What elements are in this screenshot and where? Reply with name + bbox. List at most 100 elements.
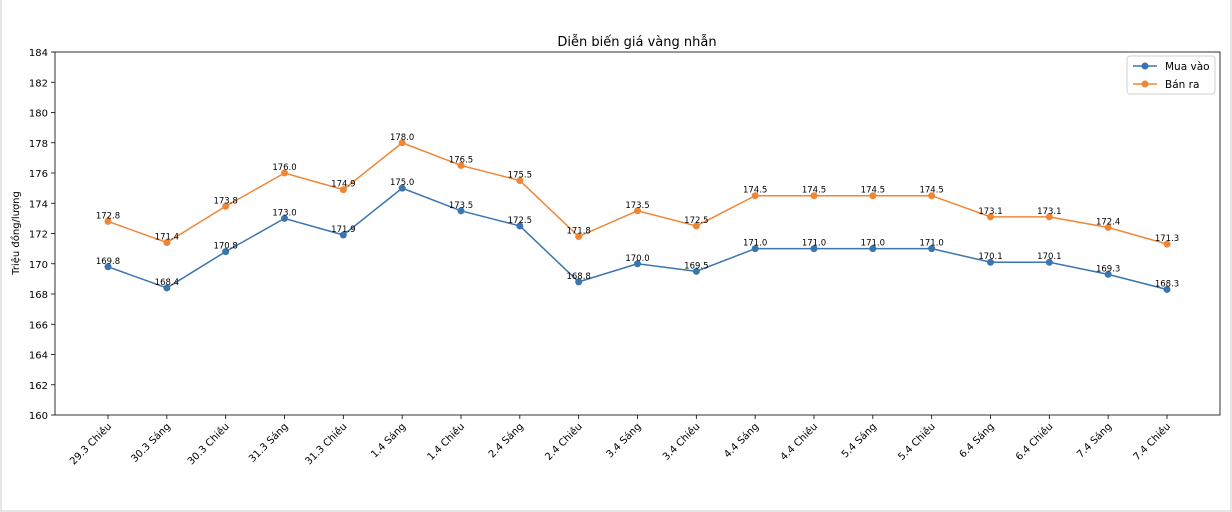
x-tick-label: 2.4 Chiều — [543, 421, 585, 463]
data-label: 171.4 — [155, 233, 179, 243]
y-tick-label: 162 — [29, 381, 48, 392]
legend-label: Bán ra — [1165, 79, 1199, 91]
data-point — [810, 192, 818, 200]
y-axis-label: Triệu đồng/lượng — [10, 191, 22, 276]
data-label: 176.0 — [272, 163, 296, 173]
y-tick-label: 170 — [29, 260, 48, 271]
data-point — [457, 207, 465, 215]
x-tick-label: 5.4 Sáng — [839, 421, 879, 461]
data-point — [281, 214, 288, 222]
x-tick-label: 2.4 Sáng — [486, 421, 526, 461]
data-point — [1045, 258, 1053, 266]
data-point — [1104, 270, 1112, 278]
data-label: 171.9 — [331, 225, 355, 235]
x-tick-label: 1.4 Sáng — [369, 421, 409, 461]
data-label: 171.0 — [861, 239, 885, 249]
data-point — [751, 192, 759, 200]
data-point — [339, 231, 347, 239]
data-label: 171.3 — [1155, 234, 1179, 244]
y-tick-label: 178 — [29, 139, 48, 150]
legend-marker — [1141, 62, 1149, 70]
data-point — [457, 161, 465, 169]
x-tick-label: 30.3 Sáng — [129, 421, 173, 465]
x-tick-label: 3.4 Chiều — [660, 421, 702, 463]
data-point — [222, 202, 230, 210]
data-point — [692, 222, 700, 230]
x-tick-label: 3.4 Sáng — [604, 421, 644, 461]
data-point — [222, 248, 230, 256]
y-tick-label: 160 — [29, 411, 48, 422]
x-tick-label: 6.4 Chiều — [1013, 421, 1055, 463]
data-point — [339, 186, 347, 194]
data-label: 170.1 — [978, 252, 1002, 262]
data-label: 169.8 — [96, 257, 120, 267]
data-label: 171.0 — [802, 239, 826, 249]
data-label: 169.3 — [1096, 264, 1120, 274]
data-point — [987, 213, 994, 221]
data-label: 174.9 — [331, 180, 355, 190]
data-point — [516, 222, 524, 230]
data-label: 173.0 — [272, 208, 296, 218]
data-label: 175.0 — [390, 178, 414, 188]
data-label: 171.8 — [566, 227, 590, 237]
data-label: 168.3 — [1155, 279, 1179, 289]
data-point — [575, 278, 583, 286]
data-point — [634, 260, 641, 268]
data-point — [810, 245, 818, 253]
x-tick-label: 30.3 Chiều — [185, 421, 232, 468]
x-tick-label: 4.4 Sáng — [722, 421, 762, 461]
plot-area-frame — [54, 51, 1221, 416]
data-point — [751, 245, 759, 253]
data-point — [281, 169, 288, 177]
data-point — [1163, 240, 1171, 248]
data-point — [1045, 213, 1053, 221]
data-label: 168.4 — [155, 278, 179, 288]
data-label: 174.5 — [802, 186, 826, 196]
data-label: 173.8 — [213, 196, 237, 206]
data-label: 173.5 — [625, 201, 649, 211]
data-label: 170.8 — [213, 242, 237, 252]
data-label: 174.5 — [743, 186, 767, 196]
y-tick-label: 180 — [29, 109, 48, 120]
data-label: 171.0 — [919, 239, 943, 249]
x-tick-label: 31.3 Chiều — [303, 421, 350, 468]
data-point — [398, 139, 406, 147]
y-tick-label: 174 — [29, 199, 48, 210]
x-tick-label: 7.4 Sáng — [1075, 421, 1115, 461]
data-label: 170.1 — [1037, 252, 1061, 262]
data-point — [104, 217, 112, 225]
data-label: 172.8 — [96, 211, 120, 221]
data-label: 174.5 — [861, 186, 885, 196]
data-point — [1163, 285, 1171, 293]
data-point — [163, 284, 171, 292]
data-label: 173.1 — [978, 207, 1002, 217]
data-point — [163, 239, 171, 247]
data-label: 169.5 — [684, 261, 708, 271]
data-label: 178.0 — [390, 133, 414, 143]
data-label: 171.0 — [743, 239, 767, 249]
data-point — [104, 263, 112, 271]
data-label: 173.5 — [449, 201, 473, 211]
chart-title: Diễn biến giá vàng nhẫn — [557, 35, 716, 50]
x-tick-label: 1.4 Chiều — [425, 421, 467, 463]
series-ban-ra: 172.8 171.4 173.8 176.0 174.9 178.0 176.5 175.5… — [96, 133, 1179, 248]
x-tick-label: 31.3 Sáng — [246, 421, 290, 465]
y-tick-label: 184 — [29, 48, 48, 59]
data-point — [1104, 223, 1112, 231]
data-label: 176.5 — [449, 155, 473, 165]
data-point — [869, 192, 877, 200]
y-tick-label: 182 — [29, 78, 48, 89]
data-point — [575, 233, 583, 241]
y-tick-label: 172 — [29, 230, 48, 241]
data-point — [928, 192, 936, 200]
data-label: 172.5 — [684, 216, 708, 226]
x-tick-label: 6.4 Sáng — [957, 421, 997, 461]
data-label: 172.5 — [508, 216, 532, 226]
y-tick-label: 166 — [29, 320, 48, 331]
data-label: 170.0 — [625, 254, 649, 264]
data-point — [869, 245, 877, 253]
data-point — [516, 177, 524, 185]
data-label: 174.5 — [919, 186, 943, 196]
